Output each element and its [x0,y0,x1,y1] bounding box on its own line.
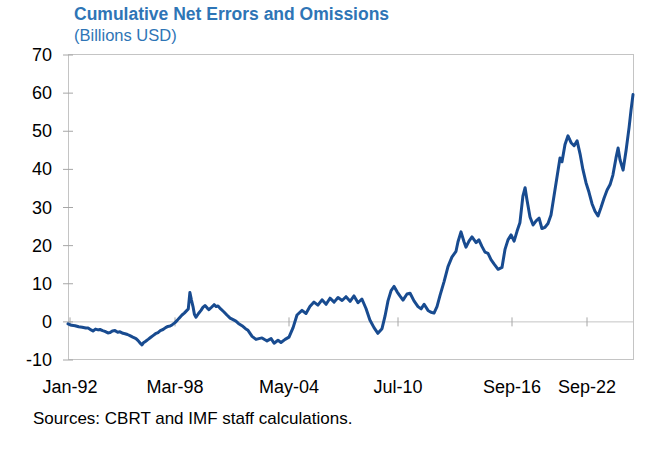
x-axis-label: Jan-92 [42,377,97,397]
plot-border [69,55,634,360]
x-axis-label: Mar-98 [146,377,203,397]
y-axis-label: 60 [32,83,52,103]
y-axis-label: -10 [26,350,52,370]
plot-area: 70 60 50 40 30 20 10 0 -10 Jan-92 Mar-98 May-04 Jul-… [0,0,656,450]
y-axis-label: 30 [32,198,52,218]
x-axis-label: Sep-22 [558,377,616,397]
source-note: Sources: CBRT and IMF staff calculations… [33,409,352,429]
x-axis-label: Sep-16 [483,377,541,397]
y-axis-label: 40 [32,159,52,179]
y-axis-label: 70 [32,45,52,65]
x-axis-label: May-04 [259,377,319,397]
y-axis-label: 20 [32,236,52,256]
neo-line-series [68,95,633,345]
x-axis-label: Jul-10 [373,377,422,397]
chart-canvas: Cumulative Net Errors and Omissions (Bil… [0,0,656,450]
y-axis-label: 10 [32,274,52,294]
y-axis-label: 50 [32,121,52,141]
y-axis-label: 0 [42,312,52,332]
